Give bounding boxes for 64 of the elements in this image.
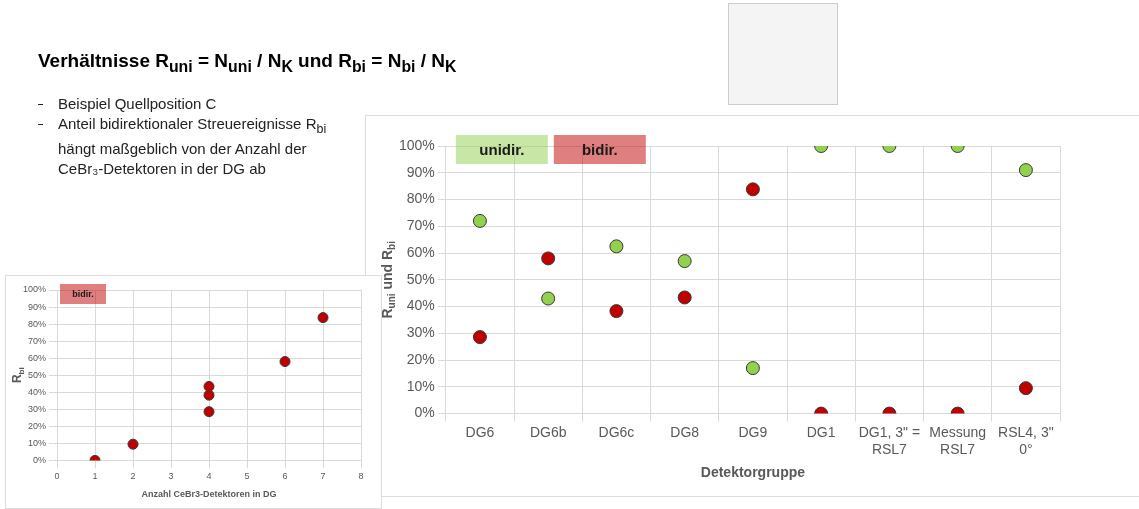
point: [317, 312, 329, 324]
point: [541, 251, 556, 266]
x-axis-title: Detektorgruppe: [700, 464, 806, 481]
point: [472, 213, 487, 228]
point: [541, 291, 556, 306]
y-axis-title: Rbi: [10, 367, 26, 384]
y-tick-label: 50%: [406, 270, 435, 287]
x-tick-label: DG1, 3" = RSL7: [858, 423, 921, 457]
y-tick-label: 40%: [28, 386, 47, 397]
point: [609, 239, 624, 254]
x-tick-label: DG6: [465, 423, 495, 440]
y-tick-label: 10%: [28, 437, 47, 448]
x-tick-label: 3: [168, 471, 174, 482]
y-tick-label: 100%: [398, 136, 435, 153]
y-tick-label: 90%: [28, 301, 47, 312]
y-tick-label: 20%: [406, 350, 435, 367]
y-tick-label: 30%: [28, 403, 47, 414]
x-tick-label: 2: [130, 471, 136, 482]
x-tick-label: 8: [358, 471, 364, 482]
chart-title: Verhältnisse R$_{uni}$ = N$_{uni}$ / N$_{K}$ und R$_{bi}$ = N$_{bi}$ / N$_{K}$: [38, 50, 457, 75]
x-tick-label: DG1: [806, 423, 836, 440]
x-tick-label: RSL4, 3" 0°: [998, 423, 1054, 457]
x-tick-label: DG8: [670, 423, 700, 440]
x-tick-label: DG6b: [529, 423, 567, 440]
y-tick-label: 0%: [414, 404, 435, 421]
x-axis-title: Anzahl CeBr3-Detektoren in DG: [141, 489, 277, 500]
x-tick-label: 0: [54, 471, 60, 482]
y-axis-title: Runi und Rbi: [378, 240, 397, 319]
x-tick-label: 7: [320, 471, 326, 482]
y-tick-label: 10%: [406, 377, 435, 394]
text: unidir.: [479, 140, 525, 158]
point: [127, 438, 139, 450]
y-tick-label: 70%: [406, 217, 435, 234]
point: [609, 304, 624, 319]
y-tick-label: 70%: [28, 335, 47, 346]
x-tick-label: DG9: [738, 423, 768, 440]
point: [203, 406, 215, 418]
y-tick-label: 0%: [33, 454, 47, 465]
point: [279, 356, 291, 368]
text: bidir.: [72, 289, 94, 300]
text: Beispiel Quellposition C: [57, 93, 218, 114]
y-tick-label: 90%: [406, 163, 435, 180]
point: [677, 290, 692, 305]
x-tick-label: 5: [244, 471, 250, 482]
x-tick-label: 1: [92, 471, 98, 482]
x-tick-label: Messung RSL7: [929, 423, 987, 457]
y-tick-label: 80%: [406, 190, 435, 207]
y-tick-label: 60%: [406, 243, 435, 260]
y-tick-label: 20%: [28, 420, 47, 431]
point: [472, 330, 487, 345]
point: [677, 254, 692, 269]
y-tick-label: 100%: [22, 284, 47, 295]
point: [203, 389, 215, 401]
y-tick-label: 80%: [28, 318, 47, 329]
y-tick-label: 50%: [28, 369, 47, 380]
y-tick-label: 60%: [28, 352, 47, 363]
text: bidir.: [581, 140, 618, 158]
x-tick-label: 6: [282, 471, 288, 482]
x-tick-label: DG6c: [598, 423, 635, 440]
point: [203, 380, 215, 392]
x-tick-label: 4: [206, 471, 212, 482]
y-tick-label: 30%: [406, 324, 435, 341]
y-tick-label: 40%: [406, 297, 435, 314]
text: Anteil bidirektionaler Streuereignisse R$_{bi}$ hängt maßgeblich von der Anzahl der CeBr₃-Detektoren in der DG ab: [57, 113, 328, 179]
